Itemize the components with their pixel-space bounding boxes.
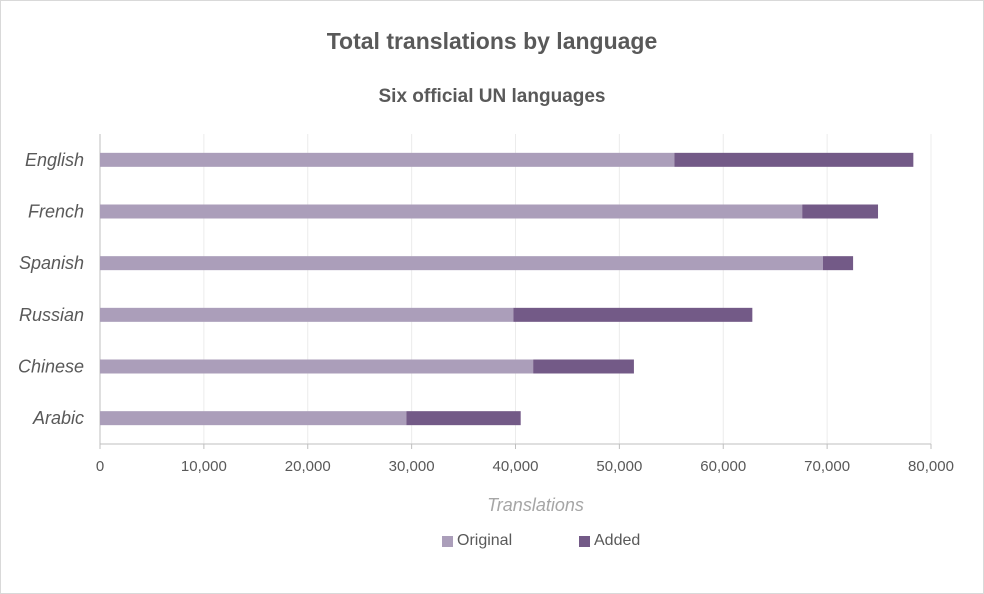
x-tick-label: 40,000 [493,458,539,475]
legend-label-added: Added [594,532,641,549]
x-tick-label: 60,000 [700,458,746,475]
legend: Original Added [0,532,984,554]
x-tick-label: 70,000 [804,458,850,475]
legend-label-original: Original [457,532,513,549]
x-tick-label: 20,000 [285,458,331,475]
bar-added-english [674,152,914,167]
bar-original-russian [100,307,514,322]
x-tick-label: 80,000 [908,458,954,475]
x-tick-label: 50,000 [596,458,642,475]
legend-item-added: Added [579,532,640,550]
bar-original-french [100,204,803,219]
legend-swatch-original [442,535,453,547]
chart-title: Total translations by language [326,28,658,54]
bar-original-english [100,152,675,167]
legend-item-original: Original [442,532,512,550]
x-tick-label: 0 [96,458,104,475]
bar-original-arabic [100,411,407,426]
bar-added-french [802,204,879,219]
bar-added-russian [513,307,753,322]
bar-added-spanish [822,256,854,271]
y-category-label: Spanish [19,253,84,273]
chart-subtitle: Six official UN languages [378,86,606,107]
x-tick-label: 30,000 [389,458,435,475]
y-category-label: Russian [19,305,84,325]
x-axis-title: Translations [487,495,584,515]
x-tick-label: 10,000 [181,458,227,475]
y-category-label: English [25,150,84,170]
y-category-label: Chinese [18,357,84,377]
bar-original-chinese [100,359,534,374]
y-category-label: Arabic [32,408,84,428]
y-category-label: French [28,202,84,222]
legend-swatch-added [579,535,590,547]
bar-added-arabic [406,411,521,426]
bar-original-spanish [100,256,823,271]
bar-added-chinese [533,359,634,374]
